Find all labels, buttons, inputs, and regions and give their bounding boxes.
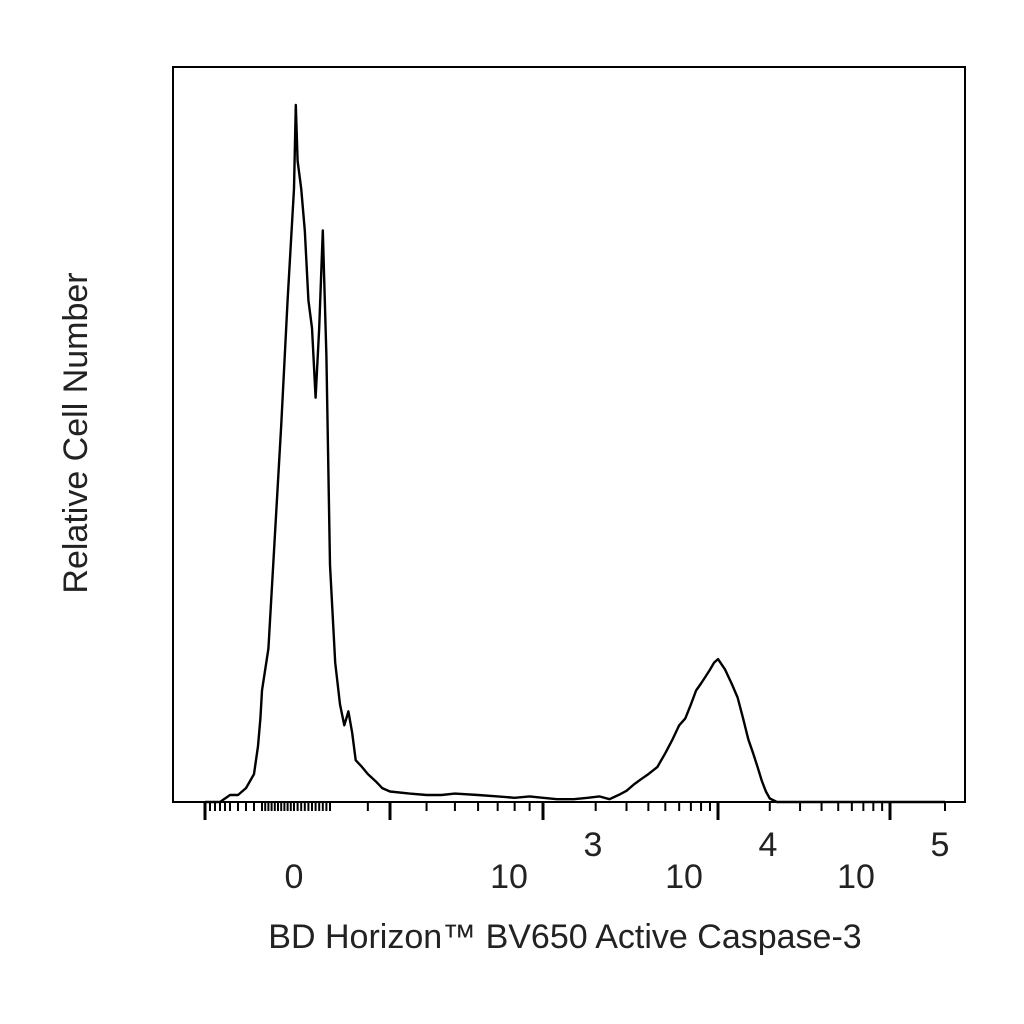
- x-tick-exponent: 5: [931, 826, 950, 864]
- x-axis-title: BD Horizon™ BV650 Active Caspase-3: [268, 918, 861, 956]
- x-tick-exponent: 4: [759, 826, 778, 864]
- x-tick-label: 0: [285, 858, 304, 896]
- x-tick-label: 10: [665, 858, 703, 896]
- y-axis-title: Relative Cell Number: [57, 272, 95, 593]
- plot-frame: [172, 66, 966, 803]
- x-axis: [203, 802, 946, 820]
- histogram-line: [205, 103, 945, 804]
- x-tick-label: 10: [837, 858, 875, 896]
- x-tick-label: 10: [490, 858, 528, 896]
- x-tick-exponent: 3: [584, 826, 603, 864]
- x-tick-labels: 0 10 3 10 4 10 5: [285, 826, 950, 896]
